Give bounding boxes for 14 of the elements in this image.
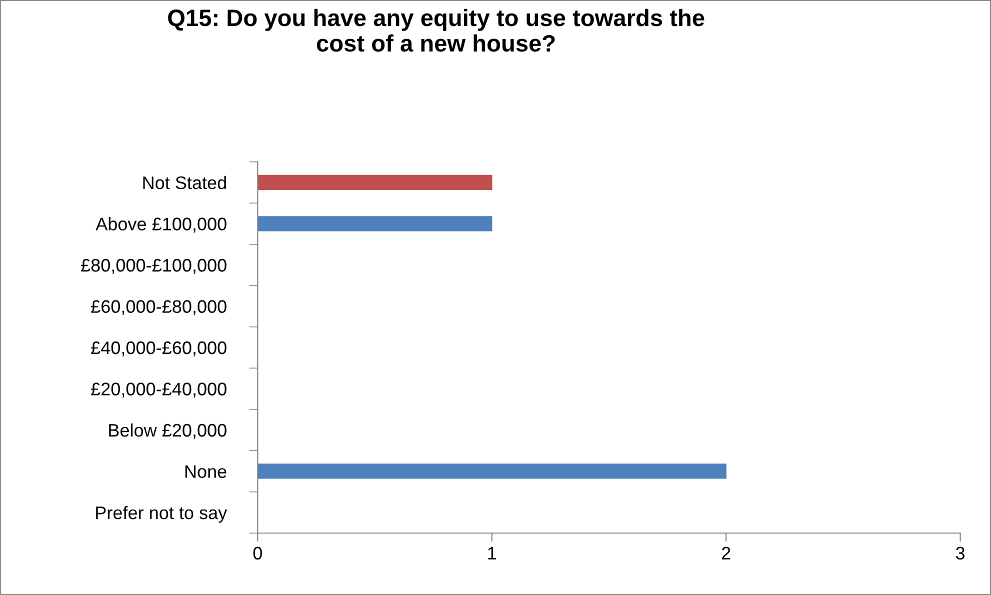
y-tick-label: £80,000-£100,000	[81, 258, 226, 274]
y-tick-label: Below £20,000	[109, 423, 226, 439]
x-tick-label: 1	[488, 546, 496, 560]
y-tick-label: Prefer not to say	[96, 506, 228, 523]
y-tick-label: Above £100,000	[96, 217, 226, 233]
chart-title: Q15: Do you have any equity to use towards the cost of a new house?	[168, 8, 704, 52]
y-tick-label: £20,000-£40,000	[91, 382, 226, 398]
y-tick-label: £60,000-£80,000	[91, 300, 226, 316]
y-tick-label: Not Stated	[143, 176, 226, 190]
x-tick-label: 0	[253, 546, 262, 560]
y-tick-label: None	[185, 465, 226, 478]
y-tick-label: £40,000-£60,000	[91, 341, 226, 356]
x-tick-label: 2	[722, 546, 730, 560]
x-tick-label: 3	[956, 546, 965, 560]
